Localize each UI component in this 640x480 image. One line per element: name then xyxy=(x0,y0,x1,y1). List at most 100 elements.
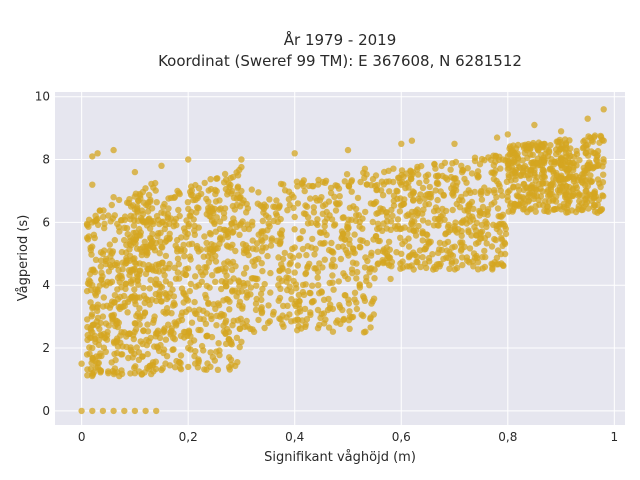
data-point xyxy=(116,278,123,286)
data-point xyxy=(134,203,141,210)
data-point xyxy=(177,366,185,373)
data-point xyxy=(141,238,148,245)
data-point xyxy=(137,338,144,345)
data-point xyxy=(346,204,354,211)
data-point xyxy=(84,323,91,331)
data-point xyxy=(298,180,306,187)
data-point xyxy=(532,203,539,210)
data-point xyxy=(136,225,143,233)
data-point xyxy=(423,231,430,238)
data-point xyxy=(109,315,116,322)
data-point xyxy=(491,199,498,206)
data-point xyxy=(259,285,266,293)
data-point xyxy=(301,187,308,195)
data-point xyxy=(539,174,546,181)
data-point xyxy=(329,328,337,335)
data-point xyxy=(367,252,375,259)
data-point xyxy=(316,260,323,267)
data-point xyxy=(461,175,468,183)
data-point xyxy=(140,261,147,268)
data-point xyxy=(520,206,527,213)
data-point xyxy=(517,172,524,180)
data-point xyxy=(417,263,424,271)
data-point xyxy=(212,305,219,312)
data-point xyxy=(327,301,334,308)
data-point xyxy=(491,187,498,194)
data-point xyxy=(166,290,174,297)
data-point xyxy=(153,407,160,415)
data-point xyxy=(248,186,255,193)
data-point xyxy=(337,255,345,263)
data-point xyxy=(406,252,413,260)
data-point xyxy=(184,199,192,206)
data-point xyxy=(114,318,121,325)
data-point xyxy=(276,240,283,248)
data-point xyxy=(314,216,321,223)
data-point xyxy=(149,230,156,238)
data-point xyxy=(192,348,199,355)
data-point xyxy=(408,175,415,182)
data-point xyxy=(336,200,343,207)
data-point xyxy=(520,181,527,188)
data-point xyxy=(426,183,433,191)
data-point xyxy=(129,354,136,361)
data-point xyxy=(98,352,105,360)
data-point xyxy=(238,338,245,345)
data-point xyxy=(144,350,151,358)
data-point xyxy=(504,197,511,204)
data-point xyxy=(217,234,224,241)
y-axis-ticks: 0 2 4 6 8 10 xyxy=(35,90,50,418)
data-point xyxy=(309,282,316,289)
data-point xyxy=(221,214,228,221)
data-point xyxy=(239,303,246,310)
data-point xyxy=(141,309,149,316)
data-point xyxy=(119,266,126,273)
data-point xyxy=(157,238,164,245)
data-point xyxy=(421,246,428,253)
y-tick-label: 10 xyxy=(35,90,50,104)
data-point xyxy=(414,253,421,261)
chart-title-line-2: Koordinat (Sweref 99 TM): E 367608, N 62… xyxy=(158,52,522,70)
data-point xyxy=(244,280,251,287)
data-point xyxy=(141,299,148,307)
data-point xyxy=(121,224,128,231)
data-point xyxy=(108,257,116,265)
data-point xyxy=(262,234,269,241)
data-point xyxy=(89,282,96,289)
data-point xyxy=(419,184,427,192)
data-point xyxy=(115,224,123,231)
data-point xyxy=(262,203,270,210)
data-point xyxy=(155,268,163,275)
data-point xyxy=(262,212,270,219)
data-point xyxy=(139,211,147,218)
data-point xyxy=(156,250,163,257)
data-point xyxy=(155,347,163,355)
data-point xyxy=(380,258,387,266)
data-point xyxy=(574,189,581,196)
data-point xyxy=(328,239,335,247)
data-point xyxy=(410,266,417,273)
data-point xyxy=(352,205,360,213)
data-point xyxy=(216,197,223,204)
data-point xyxy=(100,330,108,338)
y-tick-label: 6 xyxy=(42,215,50,229)
data-point xyxy=(99,407,107,415)
data-point xyxy=(361,264,369,271)
data-point xyxy=(405,211,412,218)
data-point xyxy=(538,162,546,169)
data-point xyxy=(313,197,321,204)
data-point xyxy=(267,269,274,277)
data-point xyxy=(128,280,135,287)
data-point xyxy=(405,243,413,250)
data-point xyxy=(329,272,336,279)
data-point xyxy=(233,201,241,209)
data-point xyxy=(353,299,360,306)
data-point xyxy=(307,290,314,297)
data-point xyxy=(203,239,210,247)
data-point xyxy=(102,282,110,289)
data-point xyxy=(158,243,165,251)
data-point xyxy=(175,206,182,214)
data-point xyxy=(221,260,228,267)
x-tick-label: 0,8 xyxy=(498,430,517,444)
